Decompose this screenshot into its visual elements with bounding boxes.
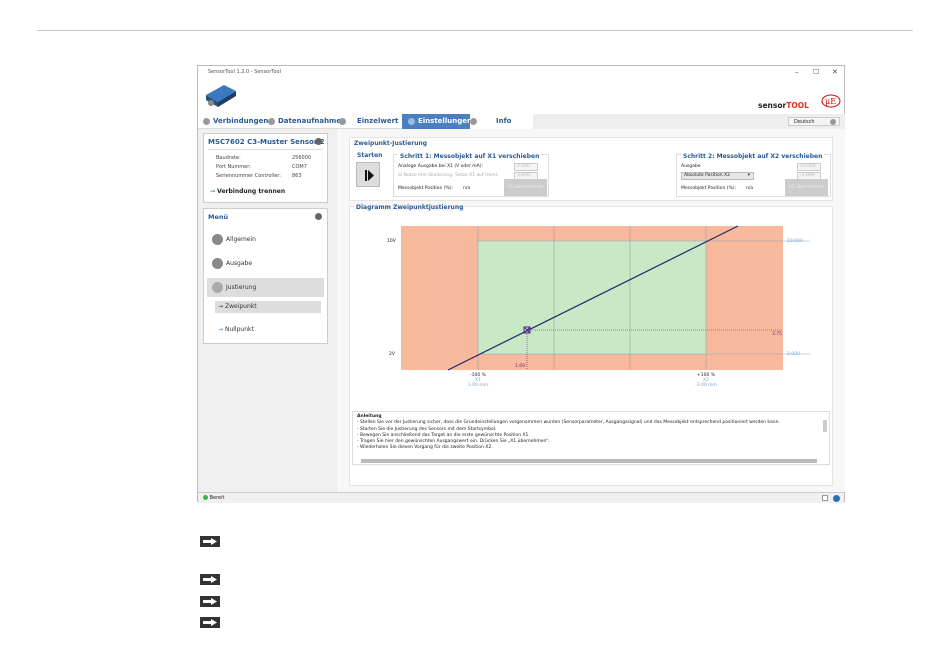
menu-subitem-nullpunkt[interactable]: → Nullpunkt — [218, 326, 254, 333]
mm-scaling-checkbox[interactable]: ☑ Nutze mm-Skalierung. Setze X1 auf (mm)… — [398, 173, 499, 178]
status-bar: Bereit — [198, 492, 844, 503]
window-title: SensorTool 1.2.0 - SensorTool — [208, 69, 281, 75]
page-rule — [37, 30, 913, 31]
x2-label: +100 % X2 -3.00 mm — [695, 373, 717, 388]
horizontal-scrollbar[interactable] — [361, 459, 817, 463]
arrow-right-icon: → — [210, 188, 216, 195]
tab-icon — [268, 117, 275, 125]
micro-epsilon-logo: µE — [821, 94, 841, 108]
right-label-top: 10.00V — [787, 239, 803, 244]
x2-accept-button[interactable]: X2 übernehmen — [785, 179, 828, 196]
step1-group: Schritt 1: Messobjekt auf X1 verschieben… — [393, 153, 549, 197]
y-label-top: 10V — [387, 239, 396, 244]
target-icon — [212, 282, 223, 293]
title-bar: SensorTool 1.2.0 - SensorTool — [198, 66, 844, 79]
main-panel: Zweipunkt-Justierung Starten Schritt 1: … — [339, 129, 845, 492]
arrow-bullet-icon — [200, 617, 220, 628]
two-point-group: Zweipunkt-Justierung Starten Schritt 1: … — [349, 137, 833, 201]
status-text: Bereit — [209, 495, 225, 501]
start-label: Starten — [357, 152, 383, 159]
adjustment-diagram — [401, 225, 810, 371]
menu-panel: Menü Allgemein Ausgabe Justierung → Zwei… — [203, 208, 328, 344]
log-icon[interactable] — [822, 495, 828, 501]
minimize-button[interactable]: – — [795, 68, 799, 76]
tab-icon — [203, 117, 210, 125]
x1-accept-button[interactable]: X1 übernehmen — [504, 179, 547, 196]
chevron-down-icon: ▾ — [747, 173, 750, 178]
arrow-bullet-icon — [200, 596, 220, 607]
tab-bar: Verbindungen Datenaufnahme Einzelwert Ei… — [198, 114, 845, 129]
menu-title: Menü — [208, 213, 229, 221]
vertical-scrollbar[interactable] — [823, 420, 827, 432]
marker-y-value: 3.75 — [772, 332, 783, 337]
tab-einstellungen[interactable]: Einstellungen — [402, 114, 478, 129]
home-icon — [212, 234, 223, 245]
sensor-info-panel: MSC7602 C3-Muster Sensor 2 Baudrate: Port… — [203, 133, 328, 203]
left-panel: MSC7602 C3-Muster Sensor 2 Baudrate: Port… — [198, 129, 338, 492]
characteristic-line — [447, 225, 739, 371]
info-icon[interactable] — [833, 495, 840, 502]
step2-group: Schritt 2: Messobjekt auf X2 verschieben… — [676, 153, 831, 197]
marker-x-value: 1.69 — [515, 364, 526, 369]
play-icon — [365, 170, 374, 181]
tab-icon — [408, 117, 415, 125]
output-select[interactable]: Absolute Position X2 ▾ — [681, 172, 754, 180]
tab-verbindungen[interactable]: Verbindungen — [203, 114, 268, 129]
valid-range-area — [478, 241, 706, 354]
arrow-bullet-icon — [200, 574, 220, 585]
y-label-bottom: 2V — [389, 352, 395, 357]
right-label-bottom: 2.00V — [787, 352, 801, 357]
sensor-image — [206, 85, 236, 107]
language-select[interactable]: Deutsch — [788, 117, 840, 126]
menu-subitem-zweipunkt[interactable]: → Zweipunkt — [215, 301, 321, 313]
collapse-icon[interactable] — [315, 213, 322, 220]
sensortool-logo: sensorTOOL — [758, 101, 809, 110]
tab-icon — [339, 117, 346, 125]
tab-datenaufnahme[interactable]: Datenaufnahme — [268, 114, 341, 129]
status-led-icon — [203, 495, 208, 500]
chevron-down-icon — [830, 119, 836, 125]
close-button[interactable]: ✕ — [832, 68, 838, 76]
arrow-bullet-icon — [200, 536, 220, 547]
sensor-title: MSC7602 C3-Muster Sensor 2 — [208, 138, 325, 146]
arrow-right-icon: → — [218, 303, 224, 310]
x2-output-spinner[interactable]: 10.000 — [797, 163, 821, 171]
menu-item-allgemein[interactable]: Allgemein — [212, 234, 256, 245]
measurement-marker — [523, 326, 531, 334]
menu-item-justierung[interactable]: Justierung — [207, 278, 324, 297]
wave-icon — [212, 258, 223, 269]
x1-output-spinner[interactable]: 2.000 — [514, 163, 538, 171]
sensortool-window: SensorTool 1.2.0 - SensorTool – ☐ ✕ sens… — [197, 65, 845, 503]
section-title: Zweipunkt-Justierung — [354, 140, 428, 147]
arrow-right-icon: → — [218, 326, 224, 333]
x1-label: -100 % X1 3.00 mm — [467, 373, 489, 388]
instructions-box: Anleitung - Stellen Sie vor der Justieru… — [352, 411, 830, 465]
tab-info[interactable]: Info — [470, 114, 532, 129]
svg-text:µE: µE — [825, 97, 836, 106]
start-button[interactable] — [356, 162, 380, 187]
tab-einzelwert[interactable]: Einzelwert — [339, 114, 398, 129]
disconnect-link[interactable]: → Verbindung trennen — [210, 188, 286, 195]
collapse-icon[interactable] — [315, 138, 322, 145]
menu-item-ausgabe[interactable]: Ausgabe — [212, 258, 252, 269]
tab-icon — [470, 117, 477, 125]
diagram-group: Diagramm Zweipunktjustierung 10V 2V 10.0… — [349, 204, 833, 486]
maximize-button[interactable]: ☐ — [813, 68, 820, 76]
